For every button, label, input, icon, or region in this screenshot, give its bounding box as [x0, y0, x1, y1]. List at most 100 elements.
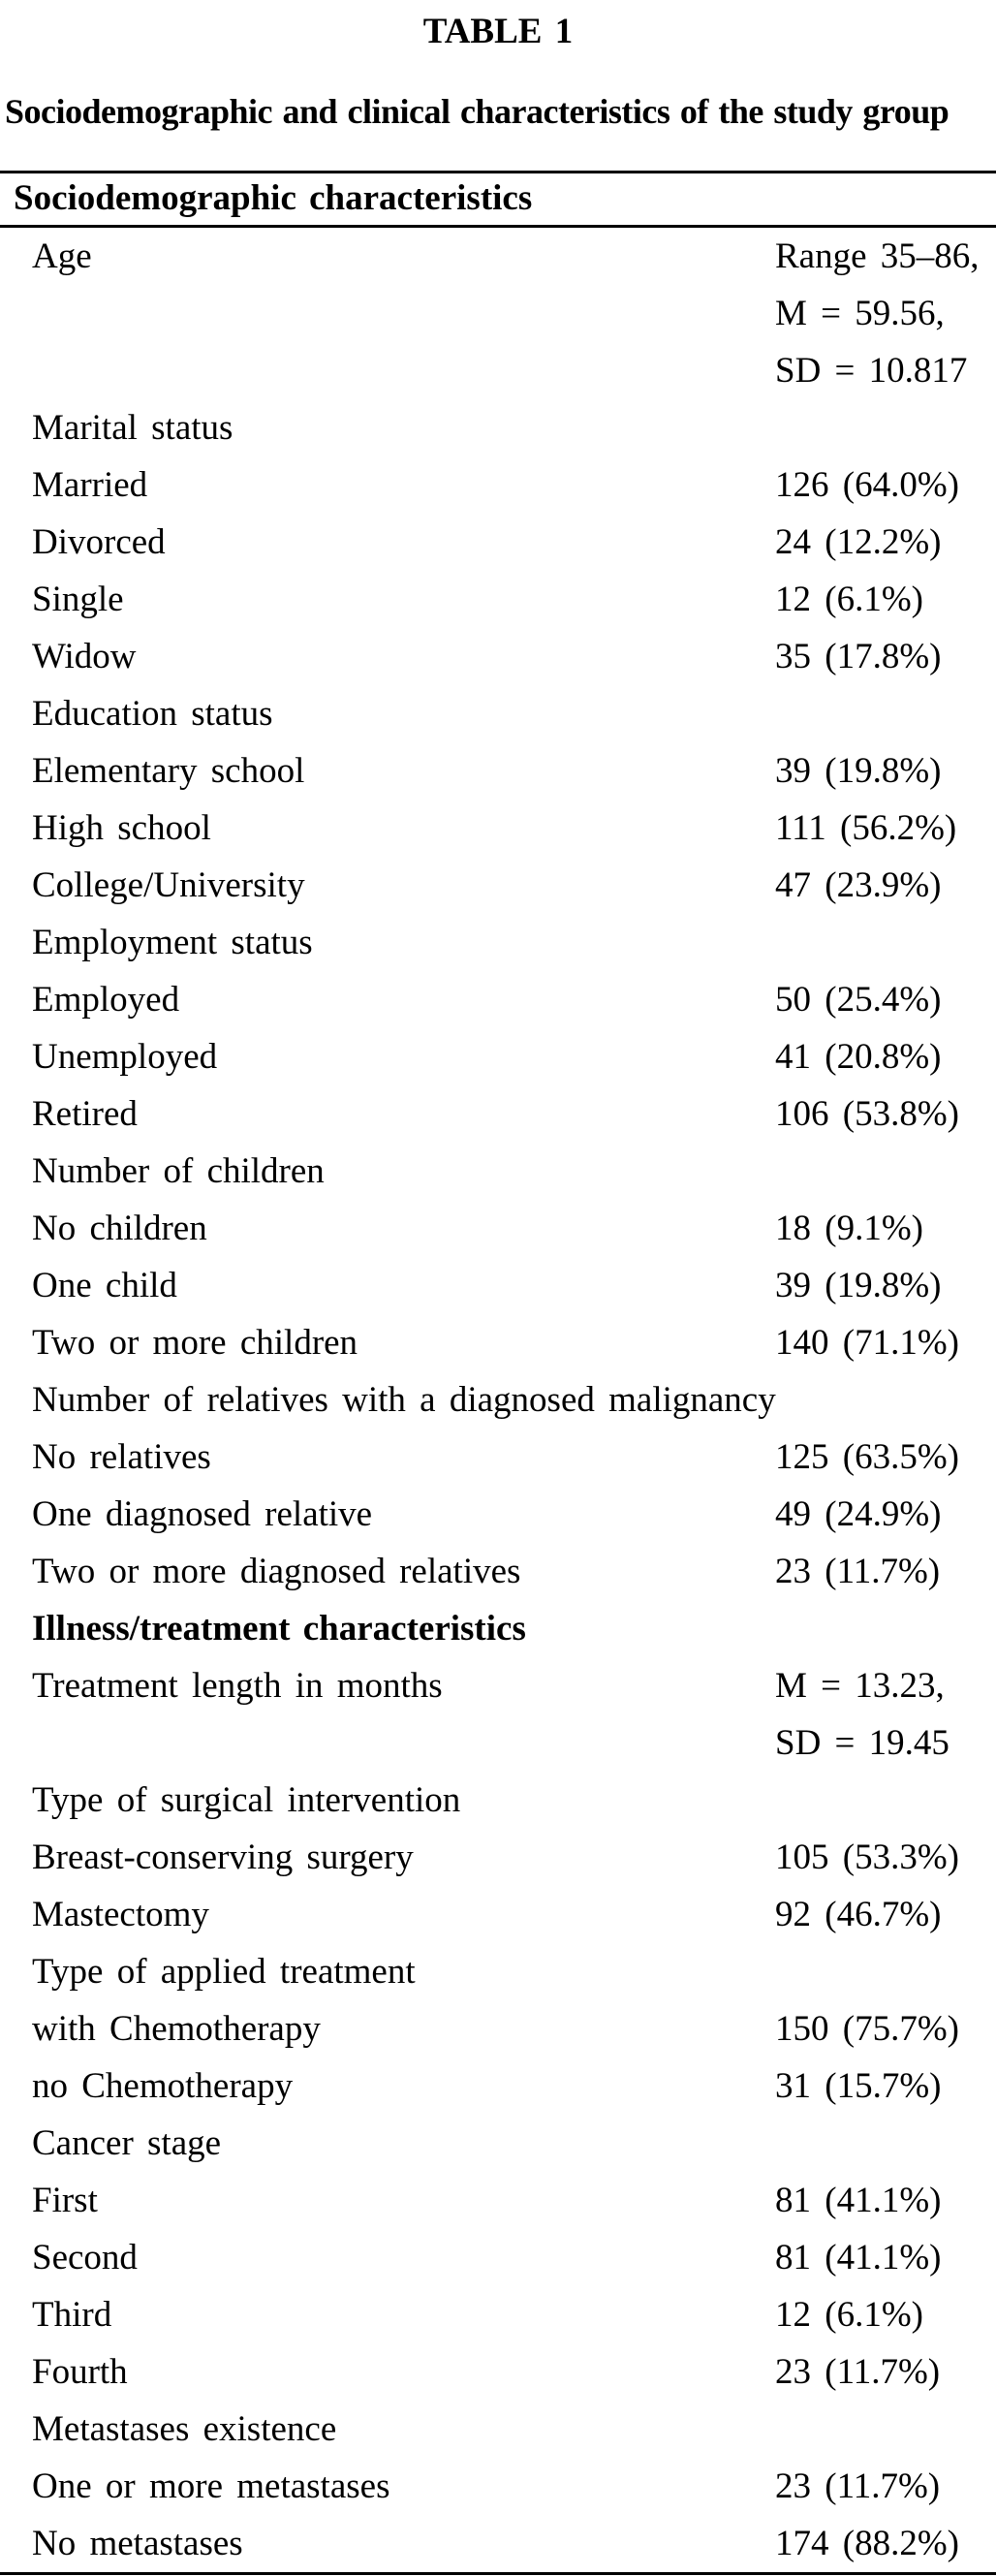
- table-row: High school 111 (56.2%): [0, 800, 996, 857]
- table-row: SD = 19.45: [0, 1714, 996, 1772]
- table-row: Widow 35 (17.8%): [0, 628, 996, 685]
- row-label: First: [32, 2181, 98, 2220]
- row-label: Illness/treatment characteristics: [32, 1609, 526, 1649]
- row-value: 35 (17.8%): [775, 637, 942, 676]
- row-label: with Chemotherapy: [32, 2009, 321, 2049]
- row-label: Marital status: [32, 408, 233, 448]
- table-row: Age Range 35–86,: [0, 228, 996, 285]
- table-row: Single 12 (6.1%): [0, 571, 996, 628]
- row-label: Widow: [32, 637, 137, 676]
- table-row: Third 12 (6.1%): [0, 2286, 996, 2343]
- row-value: 174 (88.2%): [775, 2524, 959, 2563]
- row-label: no Chemotherapy: [32, 2066, 294, 2106]
- row-value: 24 (12.2%): [775, 522, 942, 562]
- table-row: Marital status: [0, 399, 996, 456]
- table-row: Elementary school 39 (19.8%): [0, 742, 996, 800]
- row-value: Range 35–86,: [775, 236, 980, 276]
- table-rows: Age Range 35–86, M = 59.56, SD = 10.817 …: [0, 228, 996, 2575]
- table-row: No children 18 (9.1%): [0, 1200, 996, 1257]
- table-row: Retired 106 (53.8%): [0, 1085, 996, 1143]
- row-label: No metastases: [32, 2524, 243, 2563]
- row-value: 105 (53.3%): [775, 1838, 959, 1877]
- table-row: Metastases existence: [0, 2401, 996, 2458]
- table-row: Married 126 (64.0%): [0, 456, 996, 514]
- table-row: Type of applied treatment: [0, 1943, 996, 2000]
- table-row: Breast-conserving surgery 105 (53.3%): [0, 1829, 996, 1886]
- row-value: 23 (11.7%): [775, 2352, 941, 2392]
- table-row: First 81 (41.1%): [0, 2172, 996, 2229]
- table-row: no Chemotherapy 31 (15.7%): [0, 2058, 996, 2115]
- row-value: 31 (15.7%): [775, 2066, 942, 2106]
- row-label: High school: [32, 808, 211, 848]
- row-label: Married: [32, 465, 148, 505]
- table-row: SD = 10.817: [0, 342, 996, 399]
- row-value: SD = 19.45: [775, 1723, 949, 1763]
- row-value: 23 (11.7%): [775, 1552, 941, 1591]
- table-row: with Chemotherapy 150 (75.7%): [0, 2000, 996, 2058]
- row-label: Education status: [32, 694, 273, 734]
- row-label: Retired: [32, 1094, 138, 1134]
- row-label: One child: [32, 1266, 177, 1305]
- row-value: 81 (41.1%): [775, 2238, 942, 2278]
- row-label: No relatives: [32, 1437, 211, 1477]
- table-row: Second 81 (41.1%): [0, 2229, 996, 2286]
- table-row: Divorced 24 (12.2%): [0, 514, 996, 571]
- row-label: Unemployed: [32, 1037, 218, 1077]
- row-value: 140 (71.1%): [775, 1323, 959, 1363]
- table-section-header: Sociodemographic characteristics: [0, 171, 996, 228]
- table-row: Type of surgical intervention: [0, 1772, 996, 1829]
- table-row: Number of children: [0, 1143, 996, 1200]
- row-value: 12 (6.1%): [775, 2295, 923, 2335]
- characteristics-table: Sociodemographic characteristics Age Ran…: [0, 171, 996, 2575]
- row-value: 81 (41.1%): [775, 2181, 942, 2220]
- row-value: 125 (63.5%): [775, 1437, 959, 1477]
- row-label: Number of relatives with a diagnosed mal…: [32, 1380, 776, 1420]
- table-row: One or more metastases 23 (11.7%): [0, 2458, 996, 2515]
- row-value: 23 (11.7%): [775, 2466, 941, 2506]
- table-row: Mastectomy 92 (46.7%): [0, 1886, 996, 1943]
- row-value: 50 (25.4%): [775, 980, 942, 1020]
- table-row: No metastases 174 (88.2%): [0, 2515, 996, 2572]
- row-value: M = 13.23,: [775, 1666, 945, 1706]
- row-value: 49 (24.9%): [775, 1494, 942, 1534]
- table-row: One child 39 (19.8%): [0, 1257, 996, 1314]
- row-label: Type of surgical intervention: [32, 1780, 461, 1820]
- row-label: Number of children: [32, 1151, 325, 1191]
- row-value: 12 (6.1%): [775, 580, 923, 619]
- row-label: One or more metastases: [32, 2466, 390, 2506]
- table-row: Treatment length in months M = 13.23,: [0, 1657, 996, 1714]
- row-label: Employment status: [32, 923, 313, 962]
- row-label: Divorced: [32, 522, 166, 562]
- row-label: Metastases existence: [32, 2409, 337, 2449]
- table-row: Number of relatives with a diagnosed mal…: [0, 1371, 996, 1429]
- row-label: Treatment length in months: [32, 1666, 443, 1706]
- table-row: Two or more diagnosed relatives 23 (11.7…: [0, 1543, 996, 1600]
- table-row: College/University 47 (23.9%): [0, 857, 996, 914]
- table-row: Two or more children 140 (71.1%): [0, 1314, 996, 1371]
- row-value: 39 (19.8%): [775, 751, 942, 791]
- table-row: Education status: [0, 685, 996, 742]
- row-label: Mastectomy: [32, 1895, 209, 1934]
- row-label: Breast-conserving surgery: [32, 1838, 414, 1877]
- table-row: M = 59.56,: [0, 285, 996, 342]
- table-number-heading: TABLE 1: [422, 12, 574, 51]
- row-value: 41 (20.8%): [775, 1037, 942, 1077]
- table-row: Cancer stage: [0, 2115, 996, 2172]
- row-label: Employed: [32, 980, 180, 1020]
- row-label: Single: [32, 580, 124, 619]
- row-value: 47 (23.9%): [775, 865, 942, 905]
- row-value: SD = 10.817: [775, 351, 968, 391]
- table-row: Fourth 23 (11.7%): [0, 2343, 996, 2401]
- row-label: Cancer stage: [32, 2123, 222, 2163]
- row-label: Two or more diagnosed relatives: [32, 1552, 521, 1591]
- row-label: Elementary school: [32, 751, 305, 791]
- table-row: Illness/treatment characteristics: [0, 1600, 996, 1657]
- row-label: Fourth: [32, 2352, 128, 2392]
- row-label: Age: [32, 236, 92, 276]
- table-row: Employment status: [0, 914, 996, 971]
- row-value: 92 (46.7%): [775, 1895, 942, 1934]
- row-value: 150 (75.7%): [775, 2009, 959, 2049]
- row-value: M = 59.56,: [775, 294, 945, 333]
- row-label: One diagnosed relative: [32, 1494, 373, 1534]
